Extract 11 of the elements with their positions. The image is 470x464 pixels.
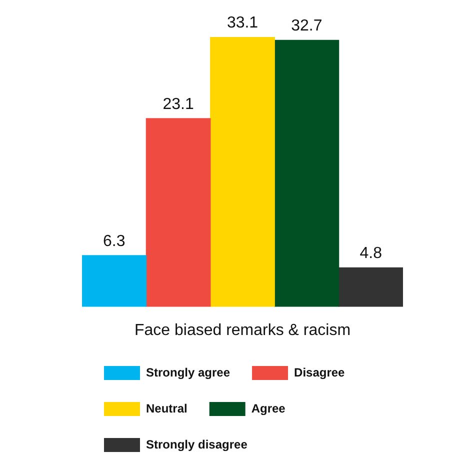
legend-label: Strongly disagree: [146, 437, 248, 452]
data-label: 33.1: [226, 14, 258, 32]
x-axis-title: Face biased remarks & racism: [134, 322, 351, 339]
data-label: 4.8: [360, 245, 382, 262]
legend-label: Strongly agree: [146, 365, 230, 380]
legend-label: Agree: [251, 401, 286, 416]
legend-label: Disagree: [294, 365, 346, 380]
legend-label: Neutral: [146, 401, 188, 416]
data-label: 6.3: [102, 232, 126, 250]
data-label: 23.1: [162, 96, 194, 113]
data-label: 32.7: [291, 18, 322, 35]
